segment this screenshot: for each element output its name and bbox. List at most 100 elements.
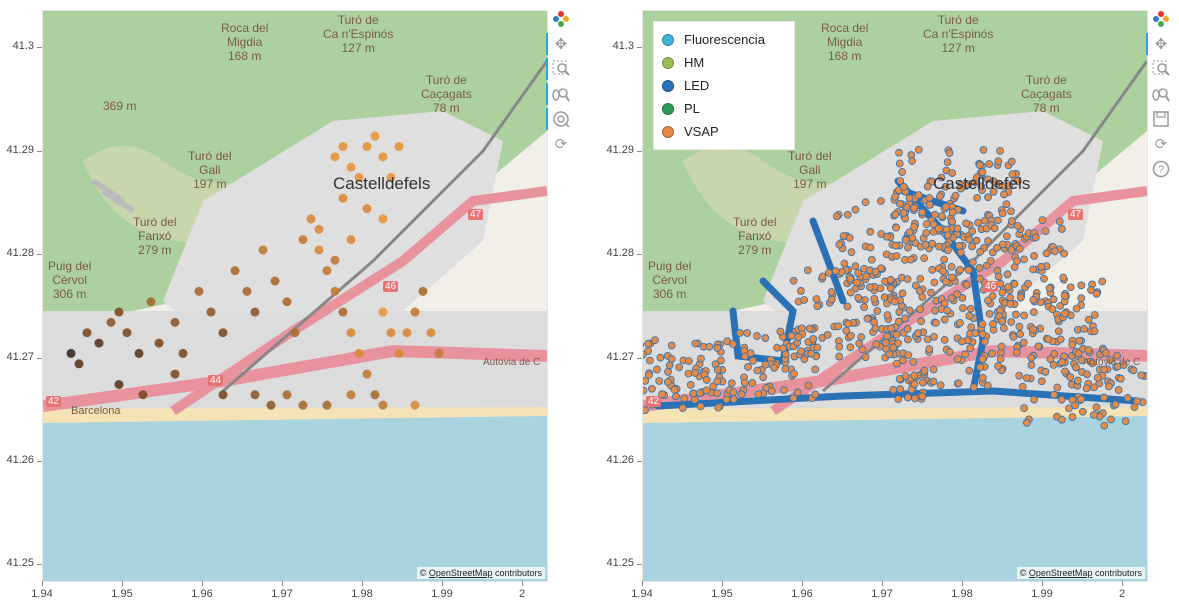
vsap-point	[846, 343, 855, 352]
legend-item-pl[interactable]: PL	[662, 97, 786, 120]
light-point	[394, 142, 404, 152]
map-plot-left[interactable]: Roca del Migdia 168 m Turó de Ca n'Espinós 1…	[42, 10, 548, 582]
vsap-point	[1016, 293, 1025, 302]
light-point	[322, 266, 332, 276]
vsap-point	[975, 161, 984, 169]
tap-icon[interactable]	[546, 108, 572, 130]
save-icon[interactable]	[1150, 108, 1172, 130]
box-zoom-icon[interactable]	[546, 58, 572, 80]
vsap-point	[978, 355, 987, 364]
vsap-point	[1057, 395, 1066, 404]
box-zoom-icon[interactable]	[1150, 58, 1172, 80]
vsap-point	[1111, 400, 1120, 409]
vsap-point	[891, 241, 900, 250]
vsap-point	[1037, 377, 1046, 386]
bokeh-logo-icon[interactable]	[550, 8, 572, 30]
vsap-point	[934, 224, 943, 233]
vsap-point	[905, 228, 914, 237]
vsap-point	[1003, 270, 1012, 279]
vsap-point	[811, 365, 820, 374]
light-point	[338, 193, 348, 203]
vsap-point	[1113, 351, 1121, 360]
vsap-point	[1027, 361, 1036, 369]
vsap-point	[903, 324, 912, 333]
vsap-point	[958, 293, 967, 302]
bokeh-logo-icon[interactable]	[1150, 8, 1172, 30]
help-icon[interactable]: ?	[1150, 158, 1172, 180]
vsap-point	[925, 200, 934, 209]
vsap-point	[735, 329, 744, 337]
vsap-point	[1041, 367, 1050, 376]
map-plot-right[interactable]: Roca del Migdia 168 m Turó de Ca n'Espinós 1…	[642, 10, 1148, 582]
vsap-point	[835, 342, 844, 351]
vsap-point	[922, 228, 931, 237]
vsap-point	[961, 350, 969, 359]
vsap-point	[1099, 393, 1108, 402]
vsap-point	[684, 357, 693, 366]
vsap-point	[759, 373, 768, 382]
vsap-point	[942, 277, 951, 286]
vsap-point	[1060, 309, 1069, 318]
vsap-point	[990, 224, 999, 233]
vsap-point	[1106, 356, 1115, 364]
light-point	[346, 390, 356, 400]
legend-item-fluorescencia[interactable]: Fluorescencia	[662, 28, 786, 51]
vsap-point	[834, 322, 843, 331]
wheel-zoom-icon[interactable]	[1150, 83, 1172, 105]
light-point	[362, 369, 372, 379]
legend-item-led[interactable]: LED	[662, 74, 786, 97]
map-label-autovia: Autovia de C	[483, 357, 541, 368]
vsap-point	[1049, 360, 1058, 369]
vsap-point	[754, 390, 763, 399]
legend-item-hm[interactable]: HM	[662, 51, 786, 74]
vsap-point	[847, 331, 855, 340]
vsap-point	[894, 339, 902, 348]
legend-label: PL	[684, 101, 700, 116]
reset-icon[interactable]: ⟳	[554, 136, 568, 153]
vsap-point	[943, 158, 952, 167]
light-point	[218, 390, 228, 400]
pan-icon[interactable]: ✥	[546, 33, 572, 55]
osm-link[interactable]: OpenStreetMap	[1028, 568, 1093, 578]
wheel-zoom-icon[interactable]	[546, 83, 572, 105]
map-panel-left: Roca del Migdia 168 m Turó de Ca n'Espinós 1…	[42, 8, 572, 582]
vsap-point	[805, 324, 814, 333]
vsap-point	[656, 353, 665, 362]
light-point	[402, 328, 412, 338]
vsap-point	[975, 274, 984, 283]
vsap-point	[972, 236, 981, 245]
map-label-puig-del-cervol: Puig del Cèrvol 306 m	[648, 259, 692, 301]
map-label-castelldefels: Castelldefels	[933, 174, 1031, 193]
vsap-point	[966, 304, 975, 313]
vsap-point	[936, 381, 945, 390]
vsap-point	[1023, 418, 1031, 427]
vsap-point	[892, 252, 901, 260]
light-point	[314, 224, 324, 234]
vsap-point	[988, 320, 997, 328]
legend-item-vsap[interactable]: VSAP	[662, 120, 786, 143]
light-point	[370, 390, 380, 400]
pan-icon[interactable]: ✥	[1146, 33, 1172, 55]
vsap-point	[965, 311, 974, 320]
vsap-point	[643, 386, 648, 395]
vsap-point	[781, 364, 790, 373]
vsap-point	[957, 337, 966, 346]
vsap-point	[1098, 277, 1107, 286]
vsap-point	[985, 310, 994, 318]
vsap-point	[713, 389, 722, 398]
vsap-point	[894, 317, 903, 326]
osm-link[interactable]: OpenStreetMap	[428, 568, 493, 578]
vsap-point	[947, 262, 956, 271]
light-point	[410, 307, 420, 317]
vsap-point	[929, 220, 938, 229]
vsap-point	[1060, 249, 1068, 258]
map-label-turo-cacagats: Turó de Caçagats 78 m	[421, 73, 472, 115]
vsap-point	[722, 395, 731, 404]
map-label-autovia: Autovia de C	[1083, 357, 1141, 368]
vsap-point	[872, 340, 881, 349]
vsap-point	[976, 363, 985, 372]
light-point	[74, 359, 84, 369]
reset-icon[interactable]: ⟳	[1154, 136, 1168, 153]
toolbar-right: ✥ ⟳ ?	[1146, 8, 1174, 183]
vsap-point	[905, 194, 914, 203]
